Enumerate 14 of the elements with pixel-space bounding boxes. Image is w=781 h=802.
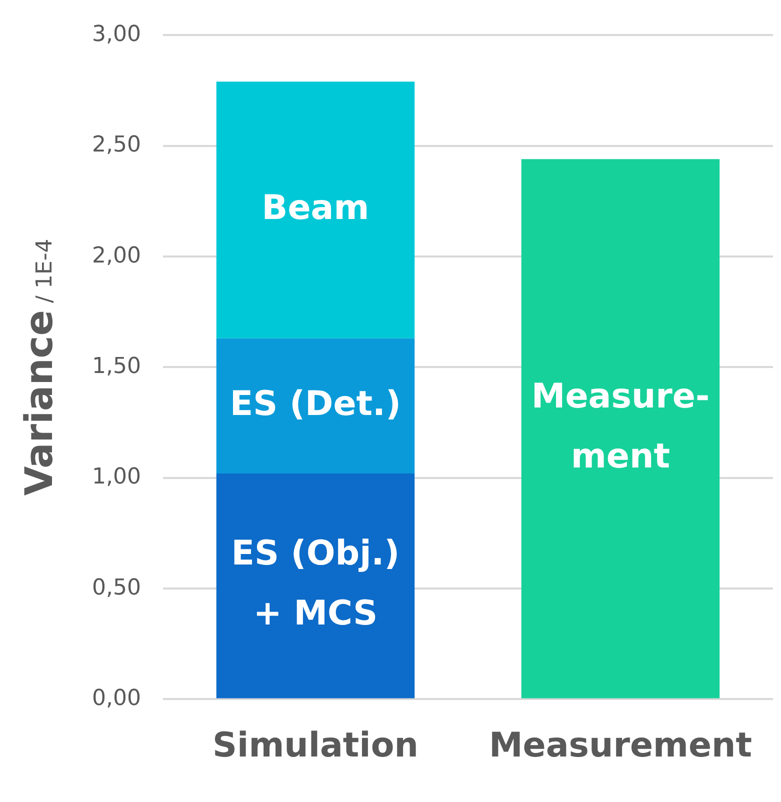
series-label: ES (Obj.) + MCS bbox=[231, 534, 400, 634]
series-label: ES (Det.) bbox=[230, 384, 402, 424]
y-tick-label: 2,50 bbox=[92, 132, 141, 158]
y-tick-label: 2,00 bbox=[92, 243, 141, 268]
y-tick-label: 0,50 bbox=[92, 575, 141, 600]
x-tick-label: Measurement bbox=[488, 725, 752, 766]
series-label: Beam bbox=[262, 188, 370, 228]
y-tick-label: 1,50 bbox=[92, 354, 141, 379]
y-axis-title: Variance / 1E-4 bbox=[16, 238, 61, 496]
x-tick-label: Simulation bbox=[212, 725, 418, 766]
y-tick-label: 3,00 bbox=[92, 22, 141, 47]
y-tick-label: 1,00 bbox=[92, 464, 141, 490]
y-tick-label: 0,00 bbox=[92, 686, 141, 711]
series-label: Measure-ment bbox=[531, 376, 710, 476]
